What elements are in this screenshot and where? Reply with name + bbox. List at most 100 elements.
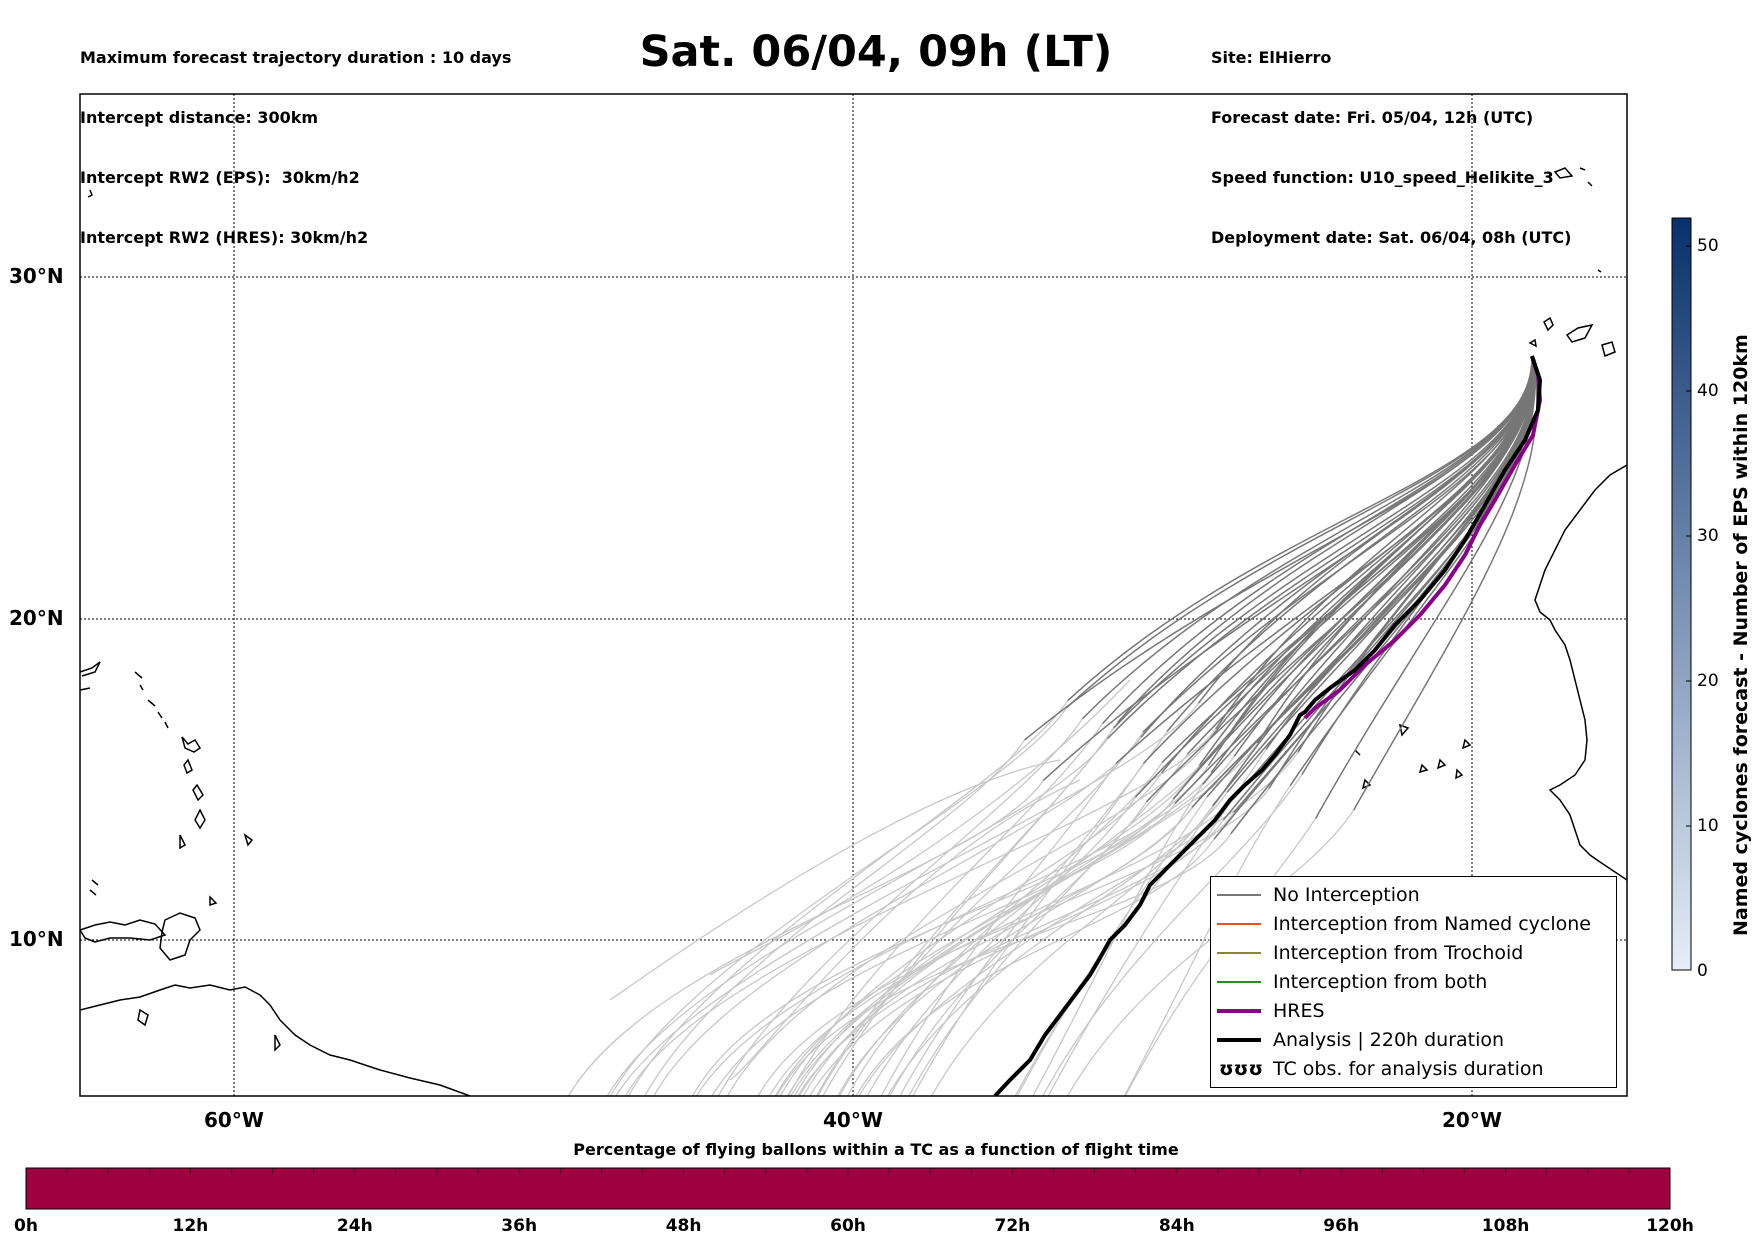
eps-trajectory xyxy=(1024,355,1533,741)
eps-trajectory-extended xyxy=(624,728,1217,1096)
legend-label: Interception from Trochoid xyxy=(1273,942,1524,964)
header-left-line: Intercept RW2 (EPS): 30km/h2 xyxy=(80,168,360,187)
eps-trajectory-extended xyxy=(889,801,1147,1096)
header-left-line: Intercept distance: 300km xyxy=(80,108,319,127)
bottom-bar-tick-label: 24h xyxy=(336,1216,373,1236)
header-left-line: Intercept RW2 (HRES): 30km/h2 xyxy=(80,228,369,247)
tc-obs-icon: ʊʊʊ xyxy=(1219,1058,1264,1080)
coastline-africa xyxy=(1354,167,1627,881)
eps-trajectory-extended xyxy=(912,763,1144,1096)
legend-item-analysis: Analysis | 220h duration xyxy=(1211,1026,1616,1054)
eps-trajectory-extended xyxy=(838,729,1233,1096)
colorbar-tick-50: 50 xyxy=(1697,236,1719,256)
eps-trajectory xyxy=(1142,355,1534,733)
lat-label-30n: 30°N xyxy=(9,264,64,288)
coastline-caribbean xyxy=(80,189,471,1096)
legend-label: TC obs. for analysis duration xyxy=(1273,1058,1544,1080)
legend-swatch xyxy=(1217,1009,1261,1013)
header-right-line: Forecast date: Fri. 05/04, 12h (UTC) xyxy=(1211,108,1534,127)
bottom-bar-tick-label: 72h xyxy=(994,1216,1031,1236)
legend-label: No Interception xyxy=(1273,884,1420,906)
bottom-bar-tick-label: 36h xyxy=(501,1216,538,1236)
legend-item-named-cyclone: Interception from Named cyclone xyxy=(1211,910,1616,938)
eps-trajectory-extended xyxy=(866,796,1137,1096)
eps-trajectories-no-interception xyxy=(1024,355,1538,840)
eps-trajectory-extended xyxy=(606,738,1109,1096)
legend-item-trochoid: Interception from Trochoid xyxy=(1211,939,1616,967)
legend-swatch xyxy=(1217,894,1261,896)
eps-trajectory-extended xyxy=(846,762,1163,1096)
lon-label-40w: 40°W xyxy=(823,1108,883,1132)
bottom-bar-tick-label: 12h xyxy=(172,1216,209,1236)
eps-trajectory xyxy=(1198,355,1536,800)
lon-label-20w: 20°W xyxy=(1442,1108,1502,1132)
eps-trajectory xyxy=(1042,355,1533,781)
eps-trajectory-extended xyxy=(817,731,1144,1096)
eps-trajectory-extended xyxy=(644,739,1026,1096)
eps-trajectory-extended xyxy=(609,707,1068,1096)
eps-trajectory-extended xyxy=(615,702,1200,1096)
eps-trajectories-faded xyxy=(567,679,1355,1096)
legend-label: Analysis | 220h duration xyxy=(1273,1029,1505,1051)
eps-trajectory-extended xyxy=(797,812,1235,1096)
lon-label-60w: 60°W xyxy=(204,1108,264,1132)
header-right-line: Speed function: U10_speed_Helikite_3 xyxy=(1211,168,1554,187)
bottom-bar-tick-label: 84h xyxy=(1158,1216,1195,1236)
colorbar-tick-0: 0 xyxy=(1697,961,1708,981)
eps-trajectory-extended xyxy=(729,779,1081,1081)
eps-trajectory-extended xyxy=(931,805,1214,1096)
legend-label: Interception from both xyxy=(1273,971,1488,993)
legend-item-no-interception: No Interception xyxy=(1211,881,1616,909)
header-left-line: Maximum forecast trajectory duration : 1… xyxy=(80,48,512,67)
eps-trajectory-extended xyxy=(691,798,1174,1096)
legend-swatch xyxy=(1217,1038,1261,1042)
eps-trajectory xyxy=(1066,355,1533,709)
eps-trajectory-extended xyxy=(809,819,1225,1096)
legend-item-hres: HRES xyxy=(1211,997,1616,1025)
header-right-line: Site: ElHierro xyxy=(1211,48,1332,67)
eps-trajectory xyxy=(1140,355,1533,738)
eps-trajectory-extended xyxy=(769,786,1245,1096)
legend-swatch xyxy=(1217,923,1261,925)
legend-label: Interception from Named cyclone xyxy=(1273,913,1591,935)
eps-trajectory-extended xyxy=(609,759,1061,1001)
colorbar-right-ticks xyxy=(1686,245,1691,827)
eps-trajectory xyxy=(1198,355,1533,766)
eps-trajectory-extended xyxy=(855,838,1215,1096)
eps-trajectory-extended xyxy=(787,723,1104,1096)
colorbar-tick-20: 20 xyxy=(1697,671,1719,691)
colorbar-tick-40: 40 xyxy=(1697,381,1719,401)
legend-item-both: Interception from both xyxy=(1211,968,1616,996)
eps-trajectory-extended xyxy=(717,718,1084,1096)
eps-trajectory xyxy=(1117,355,1533,723)
bottom-bar-tick-label: 60h xyxy=(830,1216,866,1236)
eps-trajectory-extended xyxy=(1032,783,1204,1096)
eps-trajectory-extended xyxy=(696,772,1212,1096)
colorbar-right xyxy=(1671,217,1692,971)
header-right: Site: ElHierro Forecast date: Fri. 05/04… xyxy=(1211,8,1571,268)
eps-trajectory-extended xyxy=(627,700,1069,1096)
eps-trajectory xyxy=(1268,355,1534,790)
legend-swatch xyxy=(1217,981,1261,983)
map-title: Sat. 06/04, 09h (LT) xyxy=(639,27,1113,77)
bottom-bar-tick-label: 0h xyxy=(14,1216,38,1236)
bottom-bar-tick-label: 96h xyxy=(1323,1216,1360,1236)
legend-label: HRES xyxy=(1273,1000,1325,1022)
bottom-bar-tick-label: 48h xyxy=(665,1216,702,1236)
bottom-bar-tick-label: 108h xyxy=(1481,1216,1530,1236)
eps-trajectory-extended xyxy=(776,833,1232,1096)
eps-trajectory-extended xyxy=(858,751,1299,1096)
eps-trajectory xyxy=(1210,355,1534,774)
eps-trajectory-extended xyxy=(798,807,1193,1096)
eps-trajectory-extended xyxy=(815,727,1115,1096)
header-right-line: Deployment date: Sat. 06/04, 08h (UTC) xyxy=(1211,228,1572,247)
eps-trajectory-extended xyxy=(1016,796,1208,1096)
eps-trajectory-extended xyxy=(653,736,1142,1096)
eps-trajectory-extended xyxy=(709,679,1131,976)
bottom-percentage-bar xyxy=(25,1167,1671,1210)
eps-trajectory xyxy=(1145,355,1535,803)
eps-trajectory xyxy=(1142,355,1534,764)
eps-trajectory-extended xyxy=(836,798,1200,1096)
lat-label-10n: 10°N xyxy=(9,927,64,951)
